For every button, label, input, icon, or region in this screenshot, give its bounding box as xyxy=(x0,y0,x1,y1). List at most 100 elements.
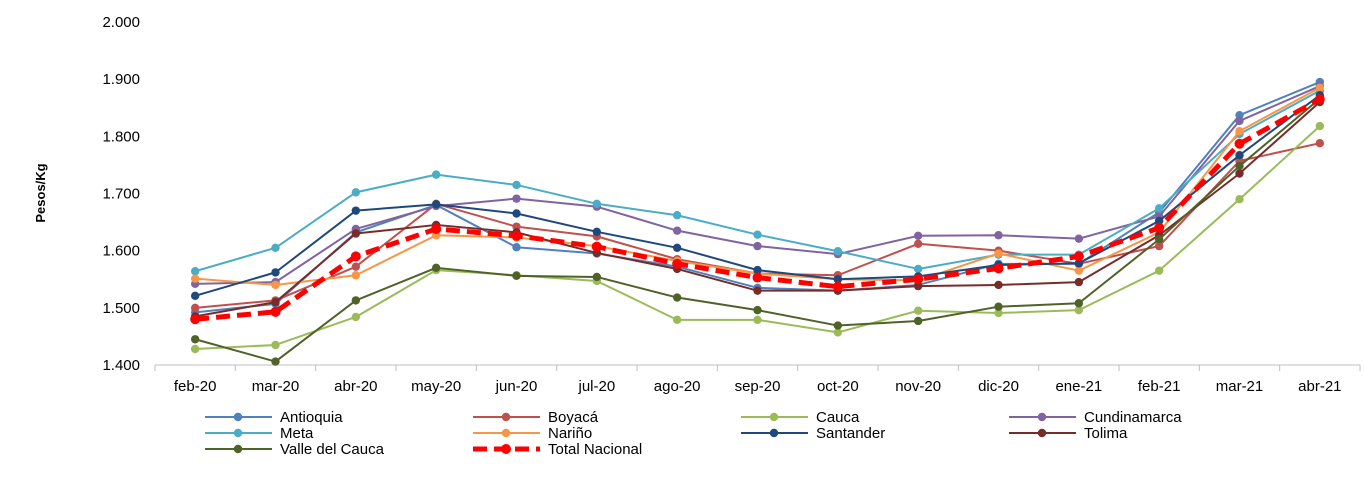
data-point xyxy=(1235,195,1244,204)
y-tick-label: 2.000 xyxy=(102,14,140,31)
data-point xyxy=(994,302,1003,311)
data-point xyxy=(190,344,200,354)
legend-marker xyxy=(501,428,511,438)
data-point xyxy=(753,286,762,295)
legend-item: Valle del Cauca xyxy=(205,441,385,458)
data-point xyxy=(913,306,923,315)
legend-marker xyxy=(233,428,243,438)
series-line xyxy=(195,85,1321,285)
series-lines xyxy=(190,77,1325,366)
legend-marker xyxy=(769,428,779,438)
data-point xyxy=(1074,234,1084,243)
data-point xyxy=(431,200,441,209)
legend-marker xyxy=(1037,428,1047,438)
x-tick-label: jul-20 xyxy=(577,378,615,395)
data-point xyxy=(1235,169,1244,178)
legend-label: Nariño xyxy=(548,425,592,442)
x-tick-labels: feb-20 mar-20 abr-20 may-20 jun-20 jul-20 ago-… xyxy=(174,378,1342,395)
legend-label: Antioquia xyxy=(280,409,343,426)
data-point xyxy=(672,293,682,302)
data-point xyxy=(1154,216,1164,226)
legend-label: Tolima xyxy=(1084,425,1128,442)
x-tick-label: oct-20 xyxy=(817,378,859,395)
data-point xyxy=(1235,161,1244,171)
data-point xyxy=(271,357,280,366)
data-point xyxy=(351,188,361,197)
data-point xyxy=(512,209,521,218)
series-cauca xyxy=(190,121,1325,354)
data-point xyxy=(994,308,1003,318)
data-point xyxy=(753,230,762,239)
data-point xyxy=(1314,94,1325,105)
legend-label: Total Nacional xyxy=(548,441,642,458)
legend-item: Antioquia xyxy=(205,409,343,426)
data-point xyxy=(351,296,361,305)
data-point xyxy=(271,280,280,290)
data-point xyxy=(994,249,1003,258)
data-point xyxy=(351,229,361,238)
x-tick-label: abr-21 xyxy=(1298,378,1341,395)
legend-label: Meta xyxy=(280,425,314,442)
x-tick-label: jun-20 xyxy=(495,378,538,395)
data-point xyxy=(1235,150,1244,160)
data-point xyxy=(512,194,521,203)
legend-label: Santander xyxy=(816,425,885,442)
x-tick-label: may-20 xyxy=(411,378,461,395)
data-point xyxy=(672,226,682,235)
x-axis-ticks xyxy=(154,365,1361,371)
data-point xyxy=(672,211,682,220)
x-tick-label: abr-20 xyxy=(334,378,377,395)
legend-label: Valle del Cauca xyxy=(280,441,385,458)
x-tick-label: nov-20 xyxy=(895,378,941,395)
legend-item: Santander xyxy=(741,425,885,442)
legend-marker xyxy=(501,444,511,454)
y-tick-label: 1.800 xyxy=(102,128,140,145)
series-cundinamarca xyxy=(190,81,1325,289)
data-point xyxy=(833,328,843,337)
data-point xyxy=(512,180,521,190)
data-point xyxy=(913,281,923,291)
data-point xyxy=(913,264,923,274)
data-point xyxy=(1235,116,1244,126)
data-point xyxy=(753,241,762,251)
legend-label: Cundinamarca xyxy=(1084,409,1182,426)
data-point xyxy=(190,335,200,344)
data-point xyxy=(913,316,923,326)
data-point xyxy=(190,291,200,301)
x-tick-label: mar-21 xyxy=(1216,378,1264,395)
data-point xyxy=(512,271,521,281)
data-point xyxy=(592,272,602,282)
data-point xyxy=(753,315,762,325)
data-point xyxy=(350,251,361,262)
data-point xyxy=(190,267,200,276)
data-point xyxy=(1074,266,1084,275)
data-point xyxy=(994,280,1003,290)
data-point xyxy=(1315,83,1325,92)
legend-item: Cundinamarca xyxy=(1009,409,1182,426)
x-tick-label: ene-21 xyxy=(1055,378,1102,395)
data-point xyxy=(190,314,201,325)
series-nariño xyxy=(190,83,1325,290)
data-point xyxy=(1154,266,1164,275)
x-tick-label: mar-20 xyxy=(252,378,300,395)
data-point xyxy=(512,243,521,252)
data-point xyxy=(351,206,361,215)
data-point xyxy=(1074,299,1084,308)
legend-label: Cauca xyxy=(816,409,860,426)
data-point xyxy=(913,231,923,241)
data-point xyxy=(833,275,843,284)
data-point xyxy=(753,305,762,315)
data-point xyxy=(592,199,602,208)
legend-marker xyxy=(1037,412,1047,422)
data-point xyxy=(351,271,361,280)
legend-marker xyxy=(501,412,511,422)
x-tick-label: feb-21 xyxy=(1138,378,1181,395)
data-point xyxy=(752,272,763,283)
data-point xyxy=(271,268,280,277)
legend: Antioquia Boyacá Cauca Cundinamarca Meta Nari… xyxy=(205,409,1182,458)
legend-item: Boyacá xyxy=(473,409,599,426)
data-point xyxy=(913,274,924,285)
x-tick-label: dic-20 xyxy=(978,378,1019,395)
data-point xyxy=(913,239,923,249)
legend-item: Tolima xyxy=(1009,425,1128,442)
